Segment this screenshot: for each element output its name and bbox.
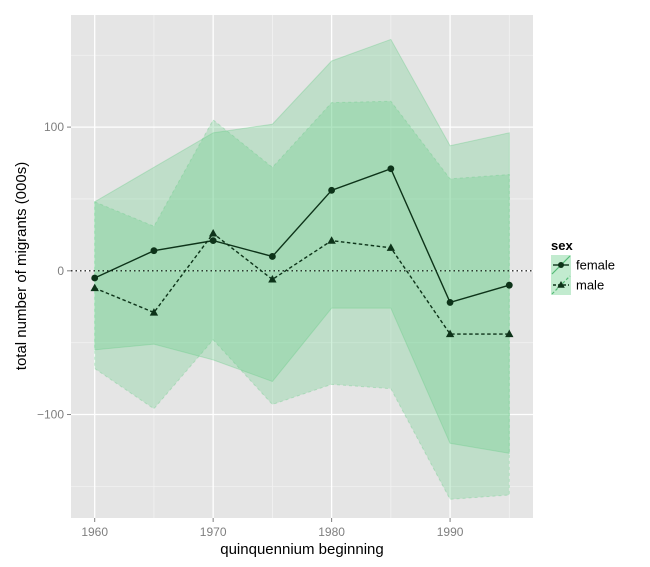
y-tick-label: 100 [44,120,64,134]
point-female [91,274,99,282]
ribbon-female [94,38,510,454]
point-male [90,283,99,292]
point-female [328,186,336,194]
series-points [90,165,514,338]
x-tick-label: 1970 [200,525,227,539]
point-male [149,308,159,316]
point-male [327,236,336,244]
legend-label-male: male [576,278,604,293]
legend-label-female: female [576,258,615,273]
x-axis: 1960 1970 1980 1990 [81,518,464,539]
x-axis-title: quinquennium beginning [220,541,383,558]
point-male [386,243,396,251]
legend-entry-male: male [551,275,604,295]
x-tick-label: 1980 [318,525,345,539]
point-female [209,237,217,245]
y-tick-label: −100 [37,408,64,422]
legend: sex female male [551,238,615,295]
point-female [505,281,513,289]
point-male [268,275,277,283]
point-male [505,329,514,338]
point-female [446,299,454,306]
y-axis: −100 0 100 [37,120,71,422]
y-axis-title: total number of migrants (000s) [13,162,30,370]
series-line-female [94,167,510,304]
legend-title: sex [551,238,573,253]
y-tick-label: 0 [57,264,64,278]
plot-panel [71,15,533,518]
x-tick-label: 1990 [437,525,464,539]
x-tick-label: 1960 [81,525,108,539]
point-female [150,247,158,255]
point-male [208,229,218,237]
series-line-male [94,232,510,335]
point-female [387,165,395,173]
point-female [268,253,276,260]
legend-entry-female: female [551,255,615,275]
legend-marker-triangle [557,281,565,288]
point-male [445,329,455,338]
series-lines [94,167,510,335]
legend-marker-circle [558,262,564,268]
